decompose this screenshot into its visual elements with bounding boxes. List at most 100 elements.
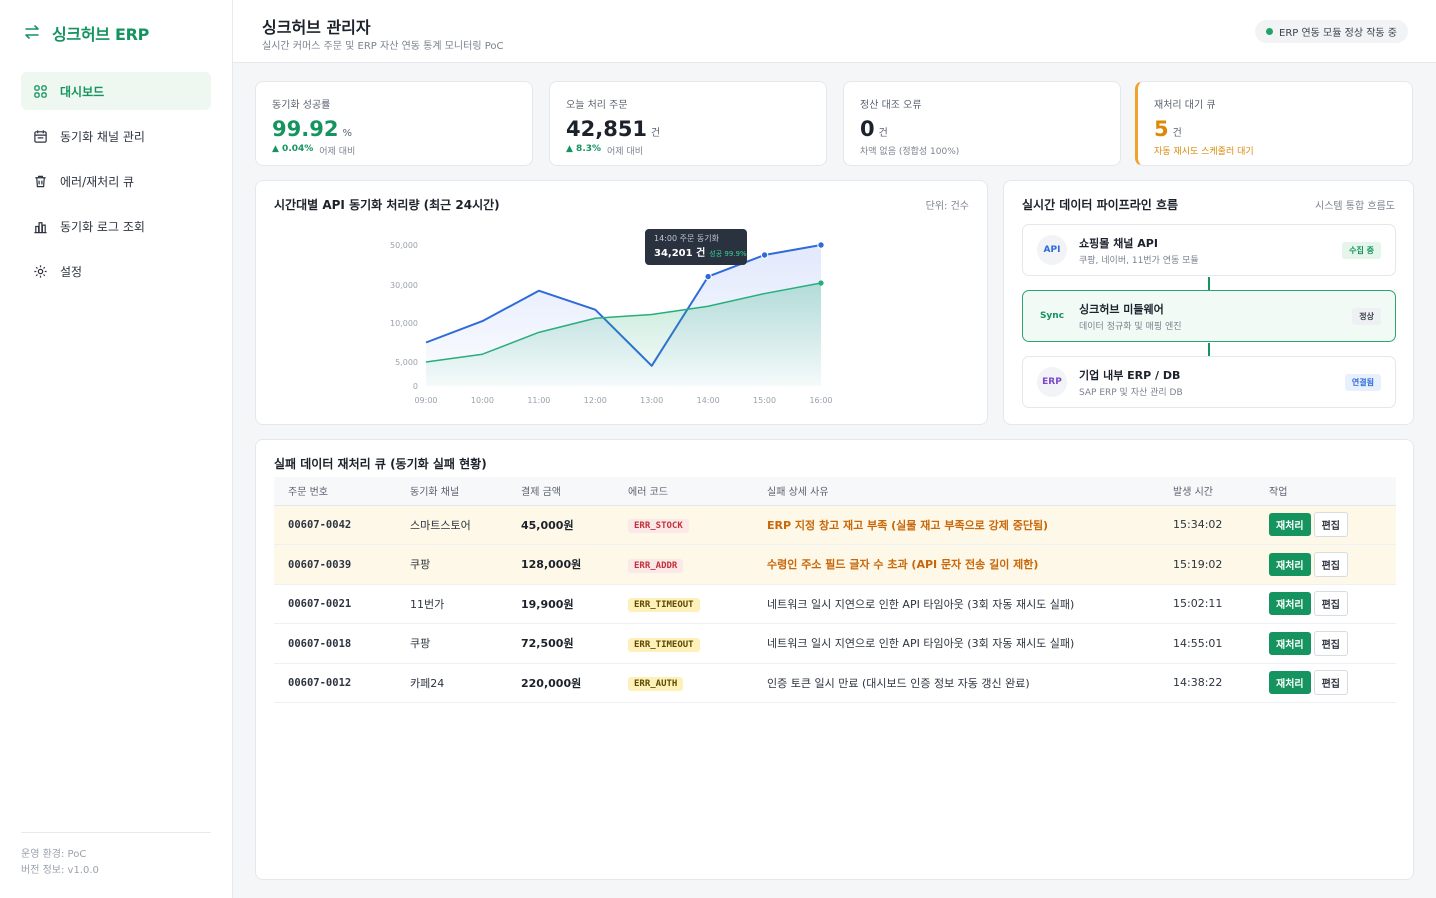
error-code-badge: ERR_AUTH [628,677,684,692]
sidebar-item-label: 동기화 로그 조회 [60,219,145,234]
table-row: 00607-0021 11번가 19,900원 ERR_TIMEOUT 네트워크 일시 … [274,584,1396,624]
occurred-time: 14:55:01 [1173,636,1223,650]
data-point[interactable] [817,241,825,249]
edit-button[interactable]: 편집 [1313,670,1349,696]
payment-amount: 128,000원 [521,558,582,572]
sidebar-nav: 대시보드 동기화 채널 관리 에러/재처리 큐 동기화 로그 조회 설정 [21,72,211,297]
environment-info: 운영 환경: PoC [21,849,87,860]
channel-name: 쿠팡 [410,558,431,572]
x-tick-label: 09:00 [414,396,437,405]
sidebar-item-dashboard[interactable]: 대시보드 [21,72,211,110]
retry-button[interactable]: 재처리 [1269,671,1311,695]
node-name: 쇼핑몰 채널 API [1079,236,1158,250]
throughput-chart-card: 시간대별 API 동기화 처리량 (최근 24시간) 단위: 건수 0 5,000… [255,180,988,425]
failure-reason: 인증 토큰 일시 만료 (대시보드 인증 정보 자동 갱신 완료) [767,676,1030,690]
occurred-time: 14:38:22 [1173,676,1223,690]
payment-amount: 19,900원 [521,597,574,611]
pipeline-node-sync[interactable]: Sync 싱크허브 미들웨어 데이터 정규화 및 매핑 엔진 정상 [1022,290,1396,342]
y-tick-label: 30,000 [390,281,418,290]
data-point[interactable] [818,280,824,286]
app-name: 싱크허브 ERP [52,25,150,44]
table-row: 00607-0039 쿠팡 128,000원 ERR_ADDR 수령인 주소 필드 글자… [274,544,1396,585]
status-dot-icon [1266,28,1273,35]
table-row: 00607-0012 카페24 220,000원 ERR_AUTH 인증 토큰 일시 만… [274,663,1396,703]
kpi-value: 99.92 [272,117,339,141]
order-id[interactable]: 00607-0018 [288,637,352,650]
edit-button[interactable]: 편집 [1313,591,1349,617]
kpi-foot: 자동 재시도 스케줄러 대기 [1154,147,1254,157]
kpi-foot: 어제 대비 [607,147,643,157]
retry-button[interactable]: 재처리 [1269,592,1311,616]
sidebar-item-error-queue[interactable]: 에러/재처리 큐 [21,162,211,200]
retry-queue-card: 실패 데이터 재처리 큐 (동기화 실패 현황) 주문 번호 동기화 채널 결제… [255,439,1414,880]
erp-icon: ERP [1037,367,1067,397]
kpi-label: 정산 대조 오류 [860,100,922,111]
kpi-foot: 차액 없음 (정합성 100%) [860,147,960,157]
channel-name: 11번가 [410,597,445,611]
sidebar: 싱크허브 ERP 대시보드 동기화 채널 관리 에러/재처리 큐 동기화 로그 … [0,0,233,898]
sidebar-item-label: 동기화 채널 관리 [60,129,145,144]
queue-title: 실패 데이터 재처리 큐 (동기화 실패 현황) [274,457,487,471]
table-row: 00607-0042 스마트스토어 45,000원 ERR_STOCK ERP 지정 창… [274,505,1396,545]
chart-unit-note: 단위: 건수 [925,201,969,212]
pipeline-node-api[interactable]: API 쇼핑몰 채널 API 쿠팡, 네이버, 11번가 연동 모듈 수집 중 [1022,224,1396,276]
table-row: 00607-0018 쿠팡 72,500원 ERR_TIMEOUT 네트워크 일시 지연… [274,623,1396,664]
api-icon: API [1037,235,1067,265]
order-id[interactable]: 00607-0039 [288,558,352,571]
chart-title: 시간대별 API 동기화 처리량 (최근 24시간) [274,198,500,212]
occurred-time: 15:34:02 [1173,518,1223,532]
x-tick-label: 16:00 [809,396,832,405]
x-tick-label: 10:00 [471,396,494,405]
y-tick-label: 10,000 [390,319,418,328]
order-id[interactable]: 00607-0042 [288,519,352,532]
column-header: 에러 코드 [614,477,753,506]
failure-reason: ERP 지정 창고 재고 부족 (실물 재고 부족으로 강제 중단됨) [767,518,1049,532]
edit-button[interactable]: 편집 [1313,512,1349,538]
node-name: 싱크허브 미들웨어 [1079,302,1164,316]
channel-name: 쿠팡 [410,637,431,651]
pipeline-card: 실시간 데이터 파이프라인 흐름 시스템 통합 흐름도 API 쇼핑몰 채널 A… [1003,180,1414,425]
retry-button[interactable]: 재처리 [1269,513,1311,537]
chart-tooltip: 14:00 주문 동기화 34,201 건 성공 99.9% [645,229,747,265]
data-point[interactable] [760,251,769,259]
y-tick-label: 50,000 [390,241,418,250]
error-code-badge: ERR_TIMEOUT [628,598,700,613]
retry-queue-table: 주문 번호 동기화 채널 결제 금액 에러 코드 실패 상세 사유 발생 시간 … [274,477,1396,703]
kpi-card-orders: 오늘 처리 주문 42,851 건 ▲ 8.3% 어제 대비 [549,81,827,166]
x-tick-label: 13:00 [640,396,663,405]
retry-button[interactable]: 재처리 [1269,552,1311,576]
kpi-unit: % [342,128,352,139]
order-id[interactable]: 00607-0021 [288,598,352,611]
kpi-label: 동기화 성공률 [272,100,331,111]
edit-button[interactable]: 편집 [1313,551,1349,577]
page-title: 싱크허브 관리자 [262,18,371,37]
kpi-value: 0 [860,117,875,141]
pipeline-node-erp[interactable]: ERP 기업 내부 ERP / DB SAP ERP 및 자산 관리 DB 연결… [1022,356,1396,408]
sidebar-item-label: 대시보드 [60,84,105,99]
failure-reason: 네트워크 일시 지연으로 인한 API 타임아웃 (3회 자동 재시도 실패) [767,637,1075,651]
payment-amount: 220,000원 [521,676,582,690]
node-status-tag: 정상 [1352,307,1381,325]
trash-icon [33,174,48,189]
retry-button[interactable]: 재처리 [1269,631,1311,655]
occurred-time: 15:02:11 [1173,597,1223,611]
edit-button[interactable]: 편집 [1313,630,1349,656]
node-desc: 데이터 정규화 및 매핑 엔진 [1079,321,1182,332]
column-header: 발생 시간 [1159,477,1255,506]
sidebar-item-channels[interactable]: 동기화 채널 관리 [21,117,211,155]
data-point[interactable] [704,272,712,281]
sidebar-item-logs[interactable]: 동기화 로그 조회 [21,207,211,245]
app-logo[interactable]: 싱크허브 ERP [22,21,149,45]
failure-reason: 네트워크 일시 지연으로 인한 API 타임아웃 (3회 자동 재시도 실패) [767,597,1075,611]
kpi-foot: 어제 대비 [319,147,356,157]
error-code-badge: ERR_ADDR [628,558,684,573]
node-desc: 쿠팡, 네이버, 11번가 연동 모듈 [1079,255,1199,266]
sidebar-item-settings[interactable]: 설정 [21,252,211,290]
series-line [425,282,822,363]
error-code-badge: ERR_STOCK [628,519,689,534]
tooltip-sub: 성공 99.9% [709,250,747,258]
tooltip-value: 34,201 건 [654,248,706,259]
order-id[interactable]: 00607-0012 [288,677,352,690]
kpi-delta: ▲ 8.3% [566,144,602,154]
